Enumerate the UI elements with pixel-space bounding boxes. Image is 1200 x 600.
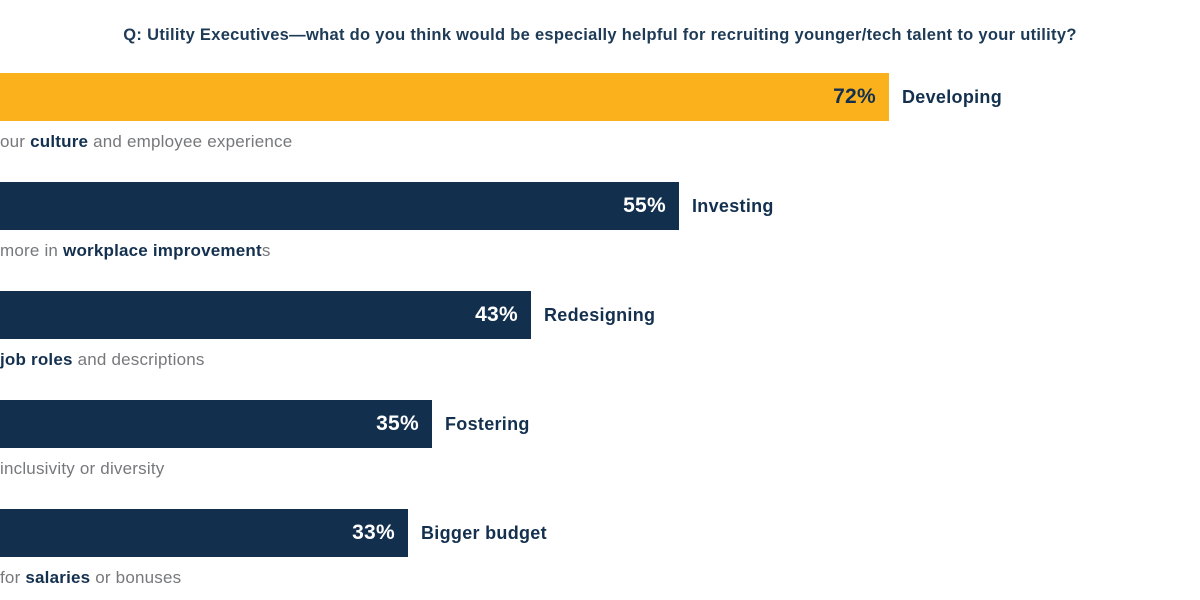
- bar-category-label: Developing: [902, 86, 1003, 107]
- bar-caption: our culture and employee experience: [0, 131, 1200, 152]
- caption-text: s: [261, 241, 271, 260]
- bar-rows: 72% Developing our culture and employee …: [0, 73, 1200, 588]
- bar-value-label: 35%: [376, 412, 419, 435]
- bar-value-label: 33%: [352, 521, 395, 544]
- chart-title: Q: Utility Executives—what do you think …: [123, 26, 1077, 44]
- bar-row: 72% Developing our culture and employee …: [0, 73, 1200, 152]
- bar-category-label: Bigger budget: [421, 522, 547, 543]
- caption-text: inclusivity or diversity: [0, 459, 165, 478]
- bar-category-label: Investing: [692, 195, 774, 216]
- bar: 72%: [0, 73, 889, 121]
- bar-caption: inclusivity or diversity: [0, 458, 1200, 479]
- bar-caption: for salaries or bonuses: [0, 567, 1200, 588]
- bar-value-label: 55%: [623, 194, 666, 217]
- bar-row: 43% Redesigning job roles and descriptio…: [0, 291, 1200, 370]
- bar-caption: more in workplace improvements: [0, 240, 1200, 261]
- bar-line: 72% Developing: [0, 73, 1200, 121]
- caption-highlight: workplace improvement: [63, 241, 262, 260]
- bar-chart-page: Q: Utility Executives—what do you think …: [0, 26, 1200, 600]
- caption-highlight: culture: [30, 132, 89, 151]
- caption-text: and employee experience: [88, 132, 293, 151]
- bar-category-label: Fostering: [445, 413, 530, 434]
- bar-value-label: 43%: [475, 303, 518, 326]
- caption-text: and descriptions: [72, 350, 205, 369]
- bar-value-label: 72%: [833, 85, 876, 108]
- bar: 55%: [0, 182, 679, 230]
- bar-row: 35% Fostering inclusivity or diversity: [0, 400, 1200, 479]
- bar-line: 35% Fostering: [0, 400, 1200, 448]
- caption-text: our: [0, 132, 31, 151]
- bar: 33%: [0, 509, 408, 557]
- bar-caption: job roles and descriptions: [0, 349, 1200, 370]
- caption-text: or bonuses: [90, 568, 182, 587]
- bar-line: 33% Bigger budget: [0, 509, 1200, 557]
- caption-highlight: salaries: [25, 568, 91, 587]
- caption-text: more in: [0, 241, 64, 260]
- caption-text: for: [0, 568, 26, 587]
- bar-category-label: Redesigning: [544, 304, 656, 325]
- bar-row: 55% Investing more in workplace improvem…: [0, 182, 1200, 261]
- bar-line: 43% Redesigning: [0, 291, 1200, 339]
- caption-highlight: job roles: [0, 350, 73, 369]
- bar-row: 33% Bigger budget for salaries or bonuse…: [0, 509, 1200, 588]
- bar: 43%: [0, 291, 531, 339]
- bar-line: 55% Investing: [0, 182, 1200, 230]
- bar: 35%: [0, 400, 432, 448]
